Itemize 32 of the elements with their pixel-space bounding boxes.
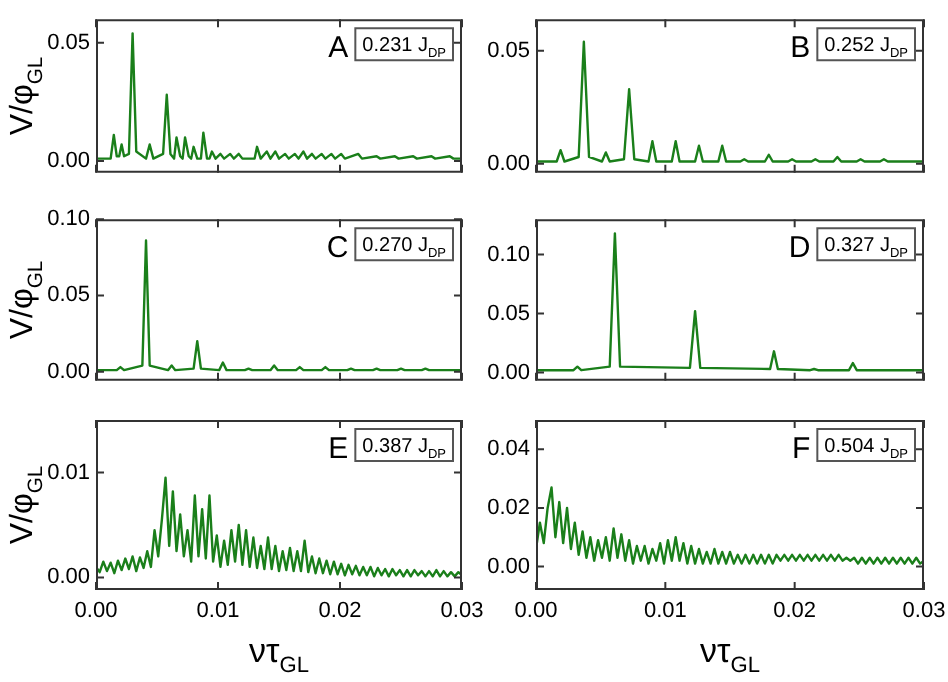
y-tick-label: 0.04 [487, 437, 530, 462]
y-axis-title: V/φGL [6, 465, 48, 545]
x-tick-label: 0.01 [196, 599, 240, 624]
x-tick-label: 0.02 [773, 599, 817, 624]
y-tick-label: 0.01 [47, 460, 90, 485]
y-tick-label: 0.05 [47, 30, 90, 55]
annotation: B [790, 31, 811, 66]
annotation: F [792, 432, 811, 466]
x-tick-label: 0.03 [902, 599, 946, 624]
y-tick-label: 0.10 [47, 207, 90, 232]
y-tick-label: 0.00 [47, 149, 90, 174]
annotation: D [788, 231, 811, 266]
y-tick-label: 0.00 [487, 151, 530, 176]
x-tick-label: 0.00 [514, 599, 558, 624]
y-axis-title: V/φGL [6, 260, 48, 340]
y-tick-label: 0.00 [487, 554, 530, 579]
annotation: E [328, 432, 349, 466]
annotation: C [326, 231, 349, 266]
y-tick-label: 0.02 [487, 495, 530, 520]
y-tick-label: 0.05 [487, 38, 530, 63]
y-tick-label: 0.00 [47, 359, 90, 384]
x-tick-label: 0.02 [318, 599, 362, 624]
y-tick-label: 0.05 [47, 283, 90, 308]
y-tick-label: 0.00 [47, 565, 90, 590]
y-axis-title: V/φGL [6, 56, 48, 136]
x-tick-label: 0.00 [74, 599, 118, 624]
y-tick-label: 0.10 [487, 242, 530, 267]
y-tick-label: 0.00 [487, 360, 530, 385]
x-tick-label: 0.03 [440, 599, 484, 624]
y-tick-label: 0.05 [487, 301, 530, 326]
annotation: A [328, 31, 349, 66]
x-tick-label: 0.01 [643, 599, 687, 624]
